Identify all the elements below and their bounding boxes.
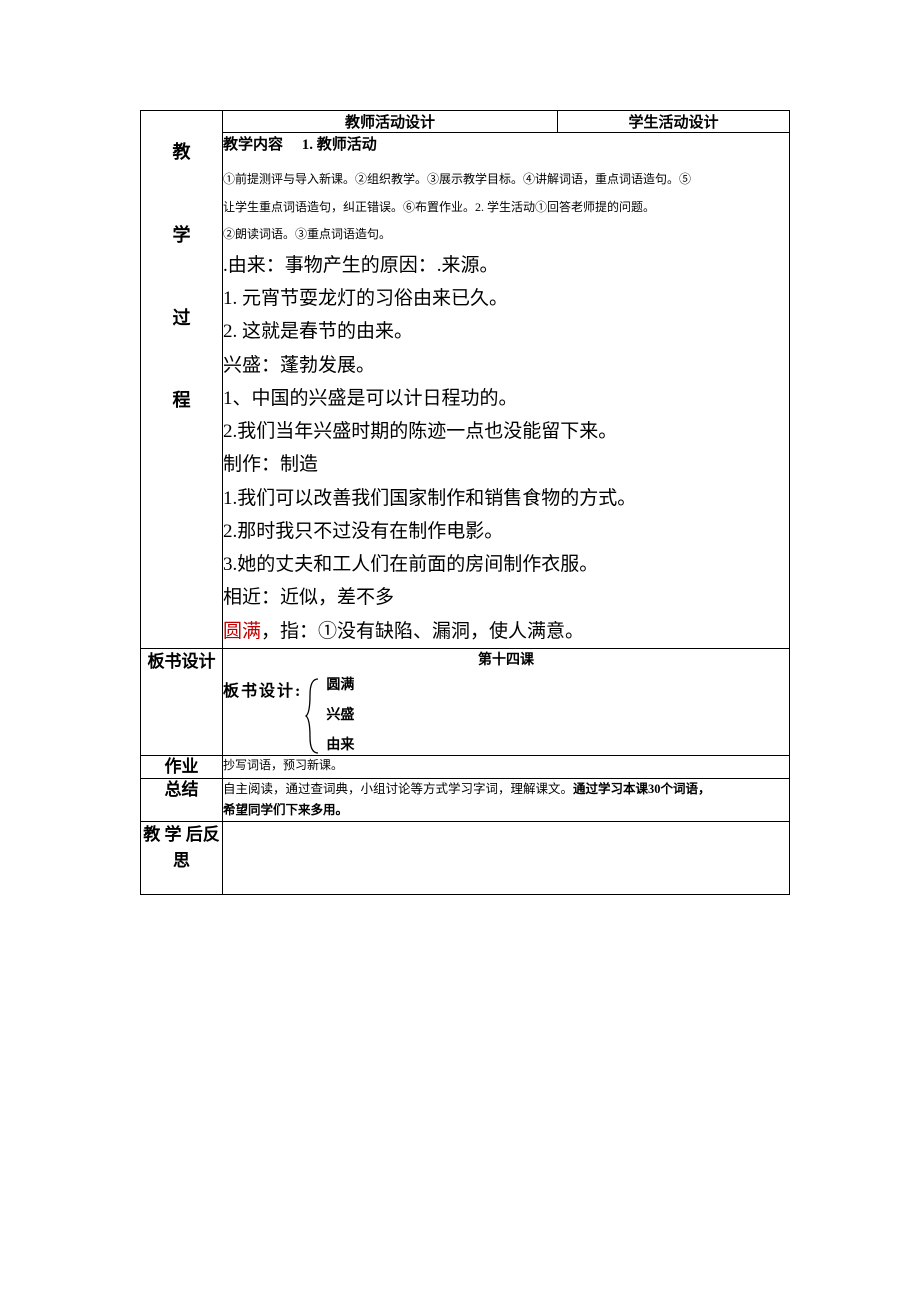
board-label: 板书设计: [223, 677, 302, 701]
board-design-row: 板书设计 第十四课 板书设计: 圆满 兴盛 由来 [141, 648, 790, 755]
row-label-board: 板书设计 [141, 648, 223, 755]
board-content: 板书设计: 圆满 兴盛 由来 [223, 677, 789, 755]
summary-text-bold-1: 通过学习本课30个词语， [573, 782, 711, 796]
process-char-3: 过 [141, 277, 222, 360]
left-brace-icon [304, 677, 322, 755]
row-label-process: 教 学 过 程 [141, 111, 223, 649]
process-bodyline: 兴盛：蓬勃发展。 [223, 349, 789, 382]
row-label-summary: 总结 [141, 778, 223, 822]
process-char-2: 学 [141, 194, 222, 277]
brace-item: 兴盛 [326, 709, 354, 723]
summary-text-bold-2: 希望同学们下来多用。 [223, 803, 348, 817]
process-smallline: ①前提测评与导入新课。②组织教学。③展示教学目标。④讲解词语，重点词语造句。⑤ [223, 166, 789, 194]
process-bodyline: 1.我们可以改善我们国家制作和销售食物的方式。 [223, 482, 789, 515]
process-char-4: 程 [141, 359, 222, 442]
process-bodyline: .由来：事物产生的原因：.来源。 [223, 249, 789, 282]
brace-items: 圆满 兴盛 由来 [322, 677, 354, 755]
board-design-cell: 第十四课 板书设计: 圆满 兴盛 由来 [223, 648, 790, 755]
process-bodyline-last: 圆满，指：①没有缺陷、漏洞，使人满意。 [223, 615, 789, 648]
last-line-rest: ，指：①没有缺陷、漏洞，使人满意。 [261, 621, 584, 642]
process-content-row: 教学内容 1. 教师活动 ①前提测评与导入新课。②组织教学。③展示教学目标。④讲… [141, 133, 790, 649]
process-bodyline: 1、中国的兴盛是可以计日程功的。 [223, 382, 789, 415]
process-bodyline: 2. 这就是春节的由来。 [223, 315, 789, 348]
homework-cell: 抄写词语，预习新课。 [223, 755, 790, 778]
process-content-cell: 教学内容 1. 教师活动 ①前提测评与导入新课。②组织教学。③展示教学目标。④讲… [223, 133, 790, 649]
summary-cell: 自主阅读，通过查词典，小组讨论等方式学习字词，理解课文。通过学习本课30个词语，… [223, 778, 790, 822]
process-bodyline: 制作：制造 [223, 448, 789, 481]
row-label-reflection: 教 学 后反思 [141, 822, 223, 895]
brace-item: 圆满 [326, 679, 354, 693]
table-header-row: 教 学 过 程 教师活动设计 学生活动设计 [141, 111, 790, 133]
process-smallline: ②朗读词语。③重点词语造句。 [223, 221, 789, 249]
process-smallline: 让学生重点词语造句，纠正错误。⑥布置作业。2. 学生活动①回答老师提的问题。 [223, 194, 789, 222]
board-title: 第十四课 [223, 649, 789, 669]
process-bodyline: 1. 元宵节耍龙灯的习俗由来已久。 [223, 282, 789, 315]
process-char-1: 教 [141, 111, 222, 194]
summary-text-plain: 自主阅读，通过查词典，小组讨论等方式学习字词，理解课文。 [223, 782, 573, 796]
reflection-cell [223, 822, 790, 895]
row-label-homework: 作业 [141, 755, 223, 778]
process-bodyline: 3.她的丈夫和工人们在前面的房间制作衣服。 [223, 548, 789, 581]
process-subheading: 教学内容 1. 教师活动 [223, 133, 789, 154]
process-bodyline: 2.我们当年兴盛时期的陈迹一点也没能留下来。 [223, 415, 789, 448]
reflection-row: 教 学 后反思 [141, 822, 790, 895]
process-bodyline: 2.那时我只不过没有在制作电影。 [223, 515, 789, 548]
student-activity-header: 学生活动设计 [558, 111, 790, 133]
homework-row: 作业 抄写词语，预习新课。 [141, 755, 790, 778]
brace-item: 由来 [326, 739, 354, 753]
brace-group: 圆满 兴盛 由来 [304, 677, 354, 755]
highlight-word: 圆满 [223, 621, 261, 642]
lesson-plan-table: 教 学 过 程 教师活动设计 学生活动设计 教学内容 1. 教师活动 ①前提测评… [140, 110, 790, 895]
process-bodyline: 相近：近似，差不多 [223, 581, 789, 614]
summary-row: 总结 自主阅读，通过查词典，小组讨论等方式学习字词，理解课文。通过学习本课30个… [141, 778, 790, 822]
teacher-activity-header: 教师活动设计 [223, 111, 558, 133]
document-page: 教 学 过 程 教师活动设计 学生活动设计 教学内容 1. 教师活动 ①前提测评… [0, 0, 920, 1302]
